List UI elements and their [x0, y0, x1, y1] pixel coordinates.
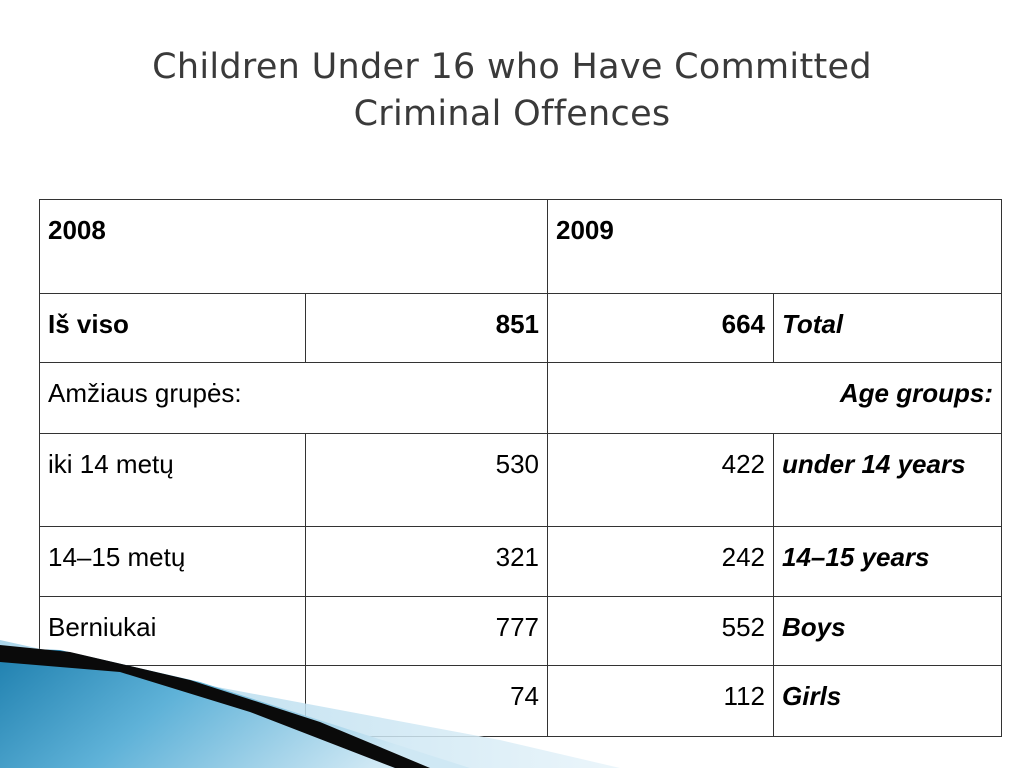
table-row-total: Iš viso 851 664 Total [39, 293, 1002, 363]
total-2008: 851 [305, 293, 548, 363]
header-2009: 2009 [547, 199, 1002, 294]
table-row: Berniukai 777 552 Boys [39, 596, 1002, 666]
slide-title-line-2: Criminal Offences [353, 94, 671, 134]
row-value-2008: 74 [305, 665, 548, 737]
age-groups-label-lt: Amžiaus grupės: [39, 362, 548, 434]
row-label-lt: 14–15 metų [39, 526, 306, 597]
row-label-lt: Mergaitės [39, 665, 306, 737]
row-value-2009: 552 [547, 596, 774, 666]
table-header-row: 2008 2009 [39, 199, 1002, 294]
header-2008: 2008 [39, 199, 548, 294]
row-value-2009: 242 [547, 526, 774, 597]
age-groups-label-en: Age groups: [547, 362, 1002, 434]
total-label-lt: Iš viso [39, 293, 306, 363]
row-value-2008: 777 [305, 596, 548, 666]
table-row: Mergaitės 74 112 Girls [39, 665, 1002, 737]
row-label-en: under 14 years [773, 433, 1002, 527]
row-value-2008: 321 [305, 526, 548, 597]
slide-title: Children Under 16 who Have Committed Cri… [0, 44, 1024, 138]
total-2009: 664 [547, 293, 774, 363]
table-row-age-groups: Amžiaus grupės: Age groups: [39, 362, 1002, 434]
offences-table: 2008 2009 Iš viso 851 664 Total Amžiaus … [39, 199, 1002, 737]
row-label-en: 14–15 years [773, 526, 1002, 597]
row-label-lt: Berniukai [39, 596, 306, 666]
row-value-2008: 530 [305, 433, 548, 527]
row-label-en: Boys [773, 596, 1002, 666]
row-value-2009: 112 [547, 665, 774, 737]
total-label-en: Total [773, 293, 1002, 363]
row-value-2009: 422 [547, 433, 774, 527]
slide-title-line-1: Children Under 16 who Have Committed [152, 47, 872, 87]
table-row: 14–15 metų 321 242 14–15 years [39, 526, 1002, 597]
table-row: iki 14 metų 530 422 under 14 years [39, 433, 1002, 527]
row-label-lt: iki 14 metų [39, 433, 306, 527]
row-label-en: Girls [773, 665, 1002, 737]
